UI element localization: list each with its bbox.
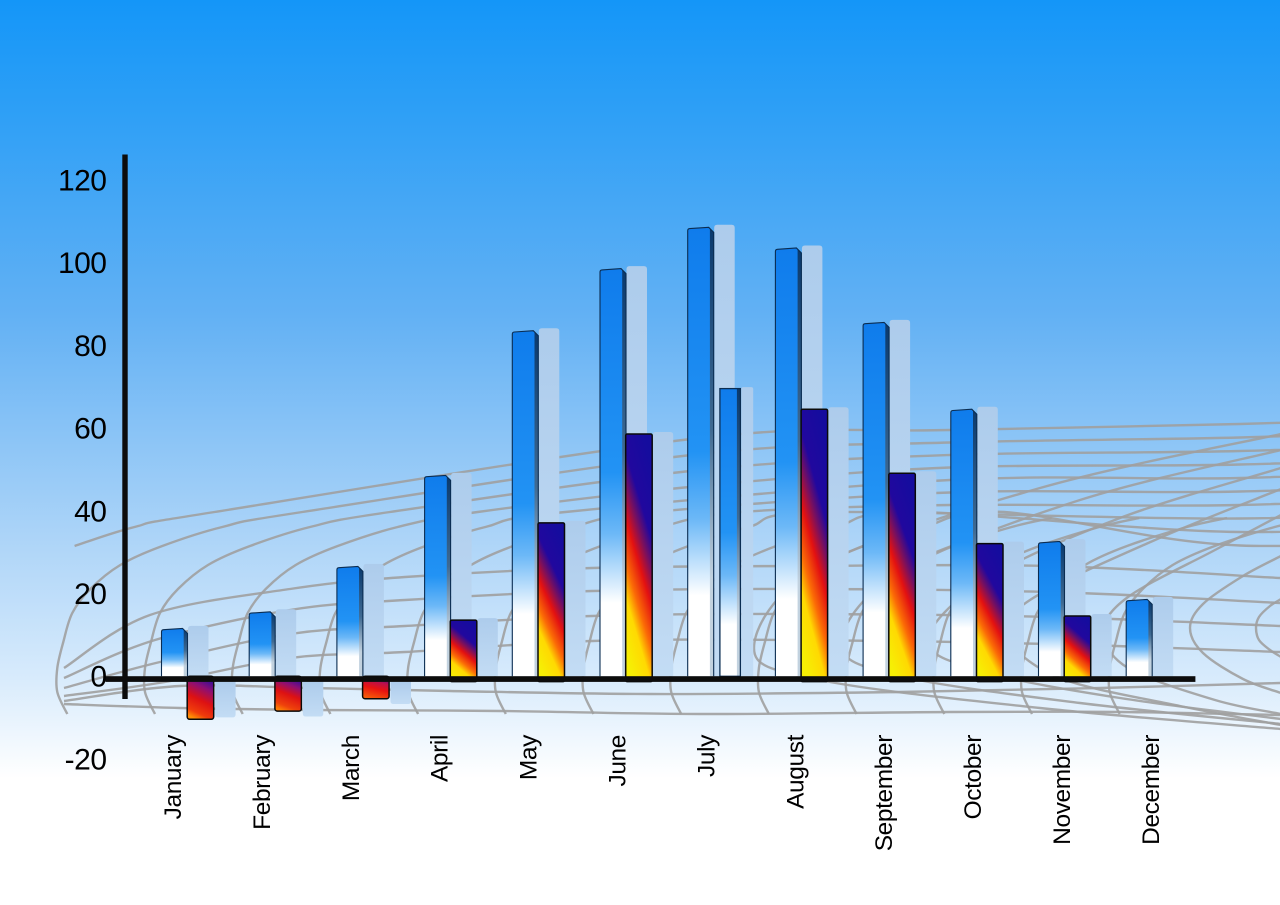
- svg-text:November: November: [1049, 735, 1076, 845]
- svg-text:December: December: [1138, 735, 1165, 845]
- svg-text:October: October: [960, 735, 987, 820]
- svg-text:February: February: [249, 734, 276, 830]
- svg-text:August: August: [782, 734, 809, 808]
- svg-text:April: April: [427, 735, 454, 782]
- svg-text:120: 120: [58, 165, 107, 198]
- svg-text:0: 0: [90, 661, 106, 694]
- svg-text:May: May: [516, 734, 543, 780]
- svg-text:September: September: [871, 735, 898, 851]
- svg-text:100: 100: [58, 247, 107, 280]
- svg-text:January: January: [160, 734, 187, 820]
- svg-text:-20: -20: [65, 743, 107, 776]
- svg-text:March: March: [338, 735, 365, 801]
- svg-text:20: 20: [74, 578, 106, 611]
- svg-text:June: June: [605, 735, 632, 787]
- svg-text:July: July: [693, 734, 720, 777]
- svg-text:40: 40: [74, 495, 106, 528]
- svg-text:80: 80: [74, 330, 106, 363]
- svg-text:60: 60: [74, 413, 106, 446]
